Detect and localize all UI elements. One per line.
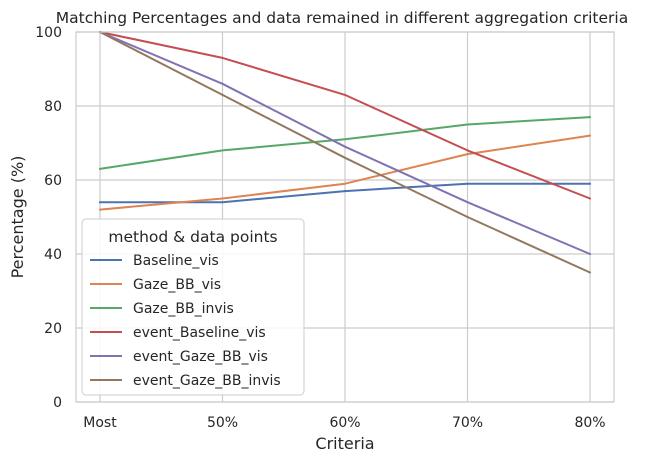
data-point (344, 138, 346, 141)
y-tick-label: 0 (53, 395, 62, 411)
data-point (221, 56, 224, 59)
legend-label: event_Gaze_BB_vis (133, 349, 268, 365)
legend-box (81, 218, 305, 396)
data-point (589, 253, 591, 255)
data-point (344, 93, 346, 96)
y-tick-label: 100 (35, 25, 62, 41)
y-tick-label: 20 (44, 321, 62, 337)
chart-title: Matching Percentages and data remained i… (56, 9, 628, 27)
data-point (589, 134, 591, 137)
data-point (466, 201, 469, 204)
plot-frame (75, 31, 615, 403)
x-tick-label: 60% (329, 415, 360, 431)
data-point (344, 190, 346, 193)
data-point (589, 271, 591, 274)
legend: method & data points Baseline_vis Gaze_BB_… (81, 218, 305, 396)
data-point (466, 216, 469, 218)
x-tick-label: 50% (207, 415, 238, 431)
tick-labels: Most 50% 60% 70% 80% 0 20 40 60 80 100 (35, 25, 605, 431)
series-Gaze_BB_invis (99, 116, 591, 170)
data-point (99, 201, 101, 204)
data-point (99, 167, 101, 170)
legend-label: Baseline_vis (133, 253, 219, 269)
data-point (221, 197, 224, 200)
legend-label: event_Baseline_vis (133, 325, 266, 341)
legend-label: event_Gaze_BB_invis (133, 373, 281, 389)
data-point (344, 182, 346, 185)
legend-label: Gaze_BB_invis (133, 301, 234, 317)
y-tick-label: 40 (44, 247, 62, 263)
data-point (344, 156, 346, 159)
legend-label: Gaze_BB_vis (133, 277, 221, 293)
data-point (466, 123, 469, 126)
x-tick-label: 70% (452, 415, 483, 431)
series-Gaze_BB_vis (99, 134, 591, 211)
data-point (466, 153, 469, 156)
data-point (221, 201, 224, 204)
data-point (221, 82, 224, 85)
y-axis-label: Percentage (%) (8, 156, 27, 279)
y-tick-label: 80 (44, 99, 62, 115)
data-point (221, 93, 224, 96)
data-point (589, 182, 591, 185)
y-tick-label: 60 (44, 173, 62, 189)
data-point (589, 197, 591, 200)
data-point (221, 149, 224, 152)
legend-title: method & data points (108, 228, 277, 246)
series-lines (99, 31, 591, 274)
data-point (589, 116, 591, 119)
data-point (466, 149, 469, 152)
data-point (344, 145, 346, 148)
x-axis-label: Criteria (315, 434, 374, 453)
data-point (466, 182, 469, 185)
x-tick-label: 80% (574, 415, 605, 431)
x-tick-label: Most (83, 415, 117, 431)
data-point (99, 208, 101, 211)
